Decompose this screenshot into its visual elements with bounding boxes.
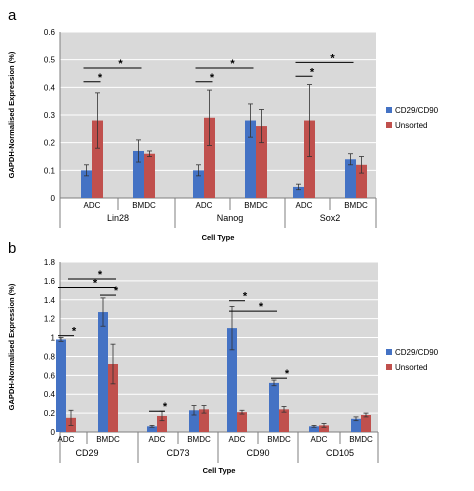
y-tick-label: 1.4 [44,296,56,305]
category-label: ADC [58,435,75,444]
y-tick-label: 0.4 [44,83,56,92]
significance-star: * [114,285,119,297]
category-label: ADC [84,201,101,210]
y-tick-label: 0.6 [44,28,56,37]
bar-unsorted [157,415,167,432]
category-label: ADC [229,435,246,444]
significance-star: * [163,401,168,413]
bar-unsorted [319,425,329,432]
bar-unsorted [361,415,371,432]
panel-label: a [8,7,17,24]
significance-star: * [210,72,215,84]
legend-label: Unsorted [395,363,427,372]
bar-cd29-cd90 [245,120,256,198]
bar-cd29-cd90 [293,186,304,198]
y-tick-label: 0.8 [44,352,56,361]
category-label: BMDC [349,435,373,444]
group-label: CD105 [326,448,354,458]
x-axis-title: Cell Type [203,466,236,475]
bar-unsorted [92,120,103,198]
bar-cd29-cd90 [98,312,108,432]
category-label: BMDC [96,435,120,444]
category-label: ADC [149,435,166,444]
significance-star: * [118,58,123,70]
bar-cd29-cd90 [189,410,199,432]
legend-swatch-unsorted [386,122,392,128]
x-axis-title: Cell Type [202,233,235,242]
category-label: BMDC [244,201,268,210]
legend-label: CD29/CD90 [395,348,439,357]
significance-star: * [72,326,77,338]
group-label: Sox2 [320,213,341,223]
significance-star: * [98,72,103,84]
y-axis-title: GAPDH-Normalised Expression (%) [7,51,16,178]
y-tick-label: 1.8 [44,258,56,267]
group-label: Nanog [217,213,244,223]
y-axis-title: GAPDH-Normalised Expression (%) [7,283,16,410]
significance-star: * [93,278,98,290]
significance-star: * [259,301,264,313]
y-tick-label: 0.3 [44,111,56,120]
y-tick-label: 0 [51,428,56,437]
y-tick-label: 0 [51,194,56,203]
category-label: ADC [196,201,213,210]
legend-swatch-unsorted [386,364,392,370]
y-tick-label: 0.2 [44,409,56,418]
category-label: BMDC [132,201,156,210]
category-label: BMDC [187,435,211,444]
bar-cd29-cd90 [56,339,66,432]
y-tick-label: 0.4 [44,390,56,399]
significance-star: * [285,368,290,380]
bar-cd29-cd90 [309,426,319,432]
bar-unsorted [256,126,267,198]
bar-cd29-cd90 [147,426,157,432]
category-label: ADC [311,435,328,444]
legend-label: Unsorted [395,121,427,130]
bar-unsorted [356,164,367,198]
significance-star: * [230,58,235,70]
group-label: CD29 [75,448,98,458]
group-label: CD90 [246,448,269,458]
significance-star: * [330,52,335,64]
bar-unsorted [108,364,118,432]
y-tick-label: 0.1 [44,166,56,175]
y-tick-label: 0.6 [44,371,56,380]
bar-cd29-cd90 [227,328,237,432]
y-tick-label: 1 [51,334,56,343]
legend-swatch-cd29-cd90 [386,107,392,113]
significance-star: * [98,269,103,281]
significance-star: * [243,291,248,303]
y-tick-label: 0.5 [44,56,56,65]
y-tick-label: 0.2 [44,139,56,148]
panel-label: b [8,240,16,257]
bar-unsorted [199,409,209,432]
y-tick-label: 1.6 [44,277,56,286]
group-label: Lin28 [107,213,129,223]
bar-unsorted [279,409,289,432]
bar-unsorted [204,117,215,198]
y-tick-label: 1.2 [44,315,56,324]
bar-unsorted [237,412,247,432]
category-label: ADC [296,201,313,210]
group-label: CD73 [166,448,189,458]
bar-cd29-cd90 [345,159,356,198]
bar-unsorted [304,120,315,198]
bar-cd29-cd90 [133,150,144,198]
category-label: BMDC [267,435,291,444]
bar-cd29-cd90 [193,170,204,198]
bar-cd29-cd90 [351,418,361,432]
legend-swatch-cd29-cd90 [386,349,392,355]
bar-unsorted [144,153,155,198]
significance-star: * [310,66,315,78]
bar-cd29-cd90 [269,382,279,432]
legend-label: CD29/CD90 [395,106,439,115]
category-label: BMDC [344,201,368,210]
bar-cd29-cd90 [81,170,92,198]
